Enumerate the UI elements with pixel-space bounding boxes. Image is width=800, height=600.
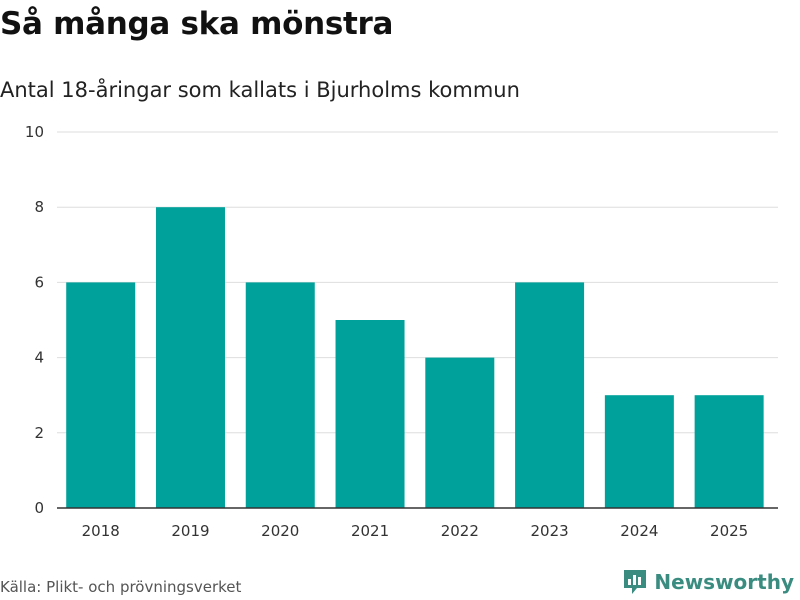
brand-name: Newsworthy <box>654 570 794 594</box>
x-tick-label-2021: 2021 <box>351 522 389 540</box>
newsworthy-logo-icon <box>624 570 647 594</box>
x-tick-label-2024: 2024 <box>620 522 658 540</box>
source-note: Källa: Plikt- och prövningsverket <box>0 578 242 596</box>
y-tick-label-10: 10 <box>25 123 44 141</box>
bar-2025 <box>694 395 764 508</box>
brand-logo: Newsworthy <box>622 568 794 596</box>
bar-2020 <box>245 282 315 508</box>
bar-2021 <box>335 320 405 508</box>
bar-2018 <box>66 282 136 508</box>
x-tick-label-2020: 2020 <box>261 522 299 540</box>
bar-2024 <box>604 395 674 508</box>
x-tick-label-2023: 2023 <box>530 522 568 540</box>
bar-2019 <box>155 207 225 508</box>
y-tick-label-2: 2 <box>34 424 44 442</box>
bar-2023 <box>515 282 585 508</box>
chart-subtitle: Antal 18-åringar som kallats i Bjurholms… <box>0 78 520 102</box>
x-tick-label-2022: 2022 <box>441 522 479 540</box>
y-tick-label-4: 4 <box>34 349 44 367</box>
bar-2022 <box>425 357 495 508</box>
x-tick-label-2019: 2019 <box>171 522 209 540</box>
y-tick-label-0: 0 <box>34 499 44 517</box>
y-tick-label-8: 8 <box>34 198 44 216</box>
x-tick-label-2018: 2018 <box>82 522 120 540</box>
chart-title: Så många ska mönstra <box>0 6 394 42</box>
x-tick-label-2025: 2025 <box>710 522 748 540</box>
y-tick-label-6: 6 <box>34 273 44 291</box>
